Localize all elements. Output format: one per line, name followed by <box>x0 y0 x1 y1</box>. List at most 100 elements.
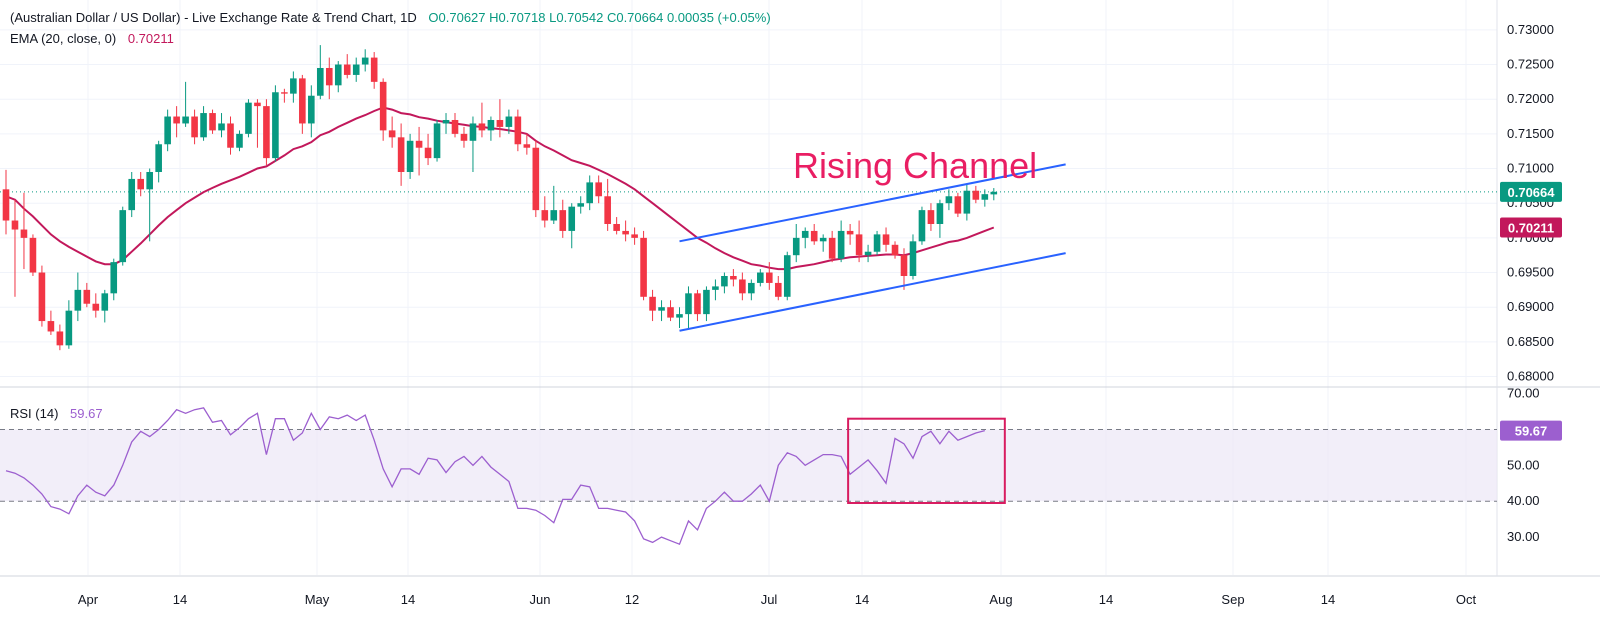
rsi-tick-label: 40.00 <box>1507 493 1540 508</box>
candle-body <box>496 119 504 127</box>
chart-legend: (Australian Dollar / US Dollar) - Live E… <box>10 10 771 25</box>
candle-body <box>685 293 692 315</box>
candle-body <box>828 237 836 259</box>
candle-body <box>182 116 189 124</box>
candle-body <box>676 314 683 318</box>
candle-body <box>909 241 917 276</box>
price-tick-label: 0.73000 <box>1507 22 1554 37</box>
rsi-value: 59.67 <box>70 406 103 421</box>
price-tick-label: 0.68000 <box>1507 369 1554 384</box>
time-tick-label: Apr <box>78 592 99 607</box>
candle-body <box>415 140 423 148</box>
candle-body <box>667 307 674 318</box>
ema-legend: EMA (20, close, 0) 0.70211 <box>10 31 174 46</box>
candle-body <box>891 244 899 256</box>
candle-body <box>739 279 746 294</box>
candle-body <box>649 296 656 311</box>
candle-body <box>460 133 468 141</box>
candle-body <box>873 234 881 252</box>
candle-body <box>442 119 450 124</box>
rising-channel[interactable] <box>679 163 1066 332</box>
candle-body <box>290 78 297 94</box>
candle-body <box>379 81 387 131</box>
candle-body <box>343 64 351 75</box>
candle-body <box>766 272 773 283</box>
candle-body <box>11 220 19 230</box>
candle-body <box>918 210 926 242</box>
candle-body <box>541 210 549 221</box>
price-tick-label: 0.72500 <box>1507 57 1554 72</box>
candle-body <box>712 286 719 290</box>
candle-body <box>317 67 324 96</box>
candle-body <box>325 67 333 86</box>
candle-body <box>263 106 270 159</box>
rsi-band <box>0 428 1497 502</box>
rsi-line <box>5 407 1006 546</box>
candle-body <box>469 123 477 141</box>
candle-body <box>559 210 567 231</box>
time-tick-label: 14 <box>401 592 415 607</box>
candle-body <box>451 119 459 134</box>
price-tick-label: 0.71000 <box>1507 161 1554 176</box>
channel-upper-line[interactable] <box>679 163 1066 243</box>
time-tick-label: 14 <box>1099 592 1113 607</box>
candle-body <box>74 289 82 311</box>
candle-body <box>721 275 728 287</box>
candle-body <box>990 191 998 195</box>
candle-body <box>972 190 980 200</box>
last-price-tag: 0.70664 <box>1508 185 1556 200</box>
candle-body <box>227 123 234 148</box>
candle-body <box>2 189 10 221</box>
candle-body <box>406 140 414 172</box>
price-tick-label: 0.69500 <box>1507 265 1554 280</box>
ema-price-tag-bg <box>1500 217 1562 238</box>
candle-body <box>191 116 198 138</box>
candle-body <box>936 203 944 224</box>
rsi-band-fill <box>0 429 1497 502</box>
candle-body <box>613 223 620 231</box>
candle-body <box>245 102 252 134</box>
time-tick-label: 14 <box>1321 592 1335 607</box>
candle-body <box>730 275 737 280</box>
candle-body <box>128 178 136 211</box>
candle-body <box>209 113 216 131</box>
candle-body <box>981 194 989 200</box>
candle-body <box>478 123 486 131</box>
rsi-polyline <box>5 407 985 546</box>
candle-body <box>604 196 611 224</box>
time-tick-label: 14 <box>855 592 869 607</box>
candle-body <box>550 210 558 221</box>
candle-body <box>658 307 665 311</box>
candle-body <box>505 116 513 127</box>
price-tick-label: 0.71500 <box>1507 126 1554 141</box>
candle-body <box>810 230 818 242</box>
last-price-tag-bg <box>1500 181 1562 202</box>
candle-body <box>38 272 46 322</box>
price-tick-label: 0.69000 <box>1507 299 1554 314</box>
candle-body <box>757 272 764 283</box>
candle-body <box>774 282 782 297</box>
candle-body <box>47 321 55 332</box>
candle-body <box>577 203 585 207</box>
channel-lower-line[interactable] <box>679 252 1066 332</box>
rsi-tick-label: 50.00 <box>1507 457 1540 472</box>
candle-body <box>29 237 37 273</box>
candle-body <box>801 230 809 238</box>
candle-body <box>155 144 162 172</box>
time-tick-label: Sep <box>1221 592 1244 607</box>
time-tick-label: 14 <box>173 592 187 607</box>
candle-body <box>299 78 306 124</box>
candle-body <box>308 95 315 124</box>
candle-body <box>640 237 647 297</box>
candle-body <box>855 234 863 256</box>
candle-body <box>837 230 845 259</box>
candle-body <box>963 190 971 214</box>
candle-body <box>164 116 171 145</box>
candle-body <box>694 293 701 315</box>
candle-body <box>361 57 369 65</box>
candle-body <box>137 178 144 190</box>
candle-body <box>218 123 225 131</box>
rsi-highlight-box[interactable] <box>847 417 1006 504</box>
time-tick-label: Jul <box>761 592 778 607</box>
